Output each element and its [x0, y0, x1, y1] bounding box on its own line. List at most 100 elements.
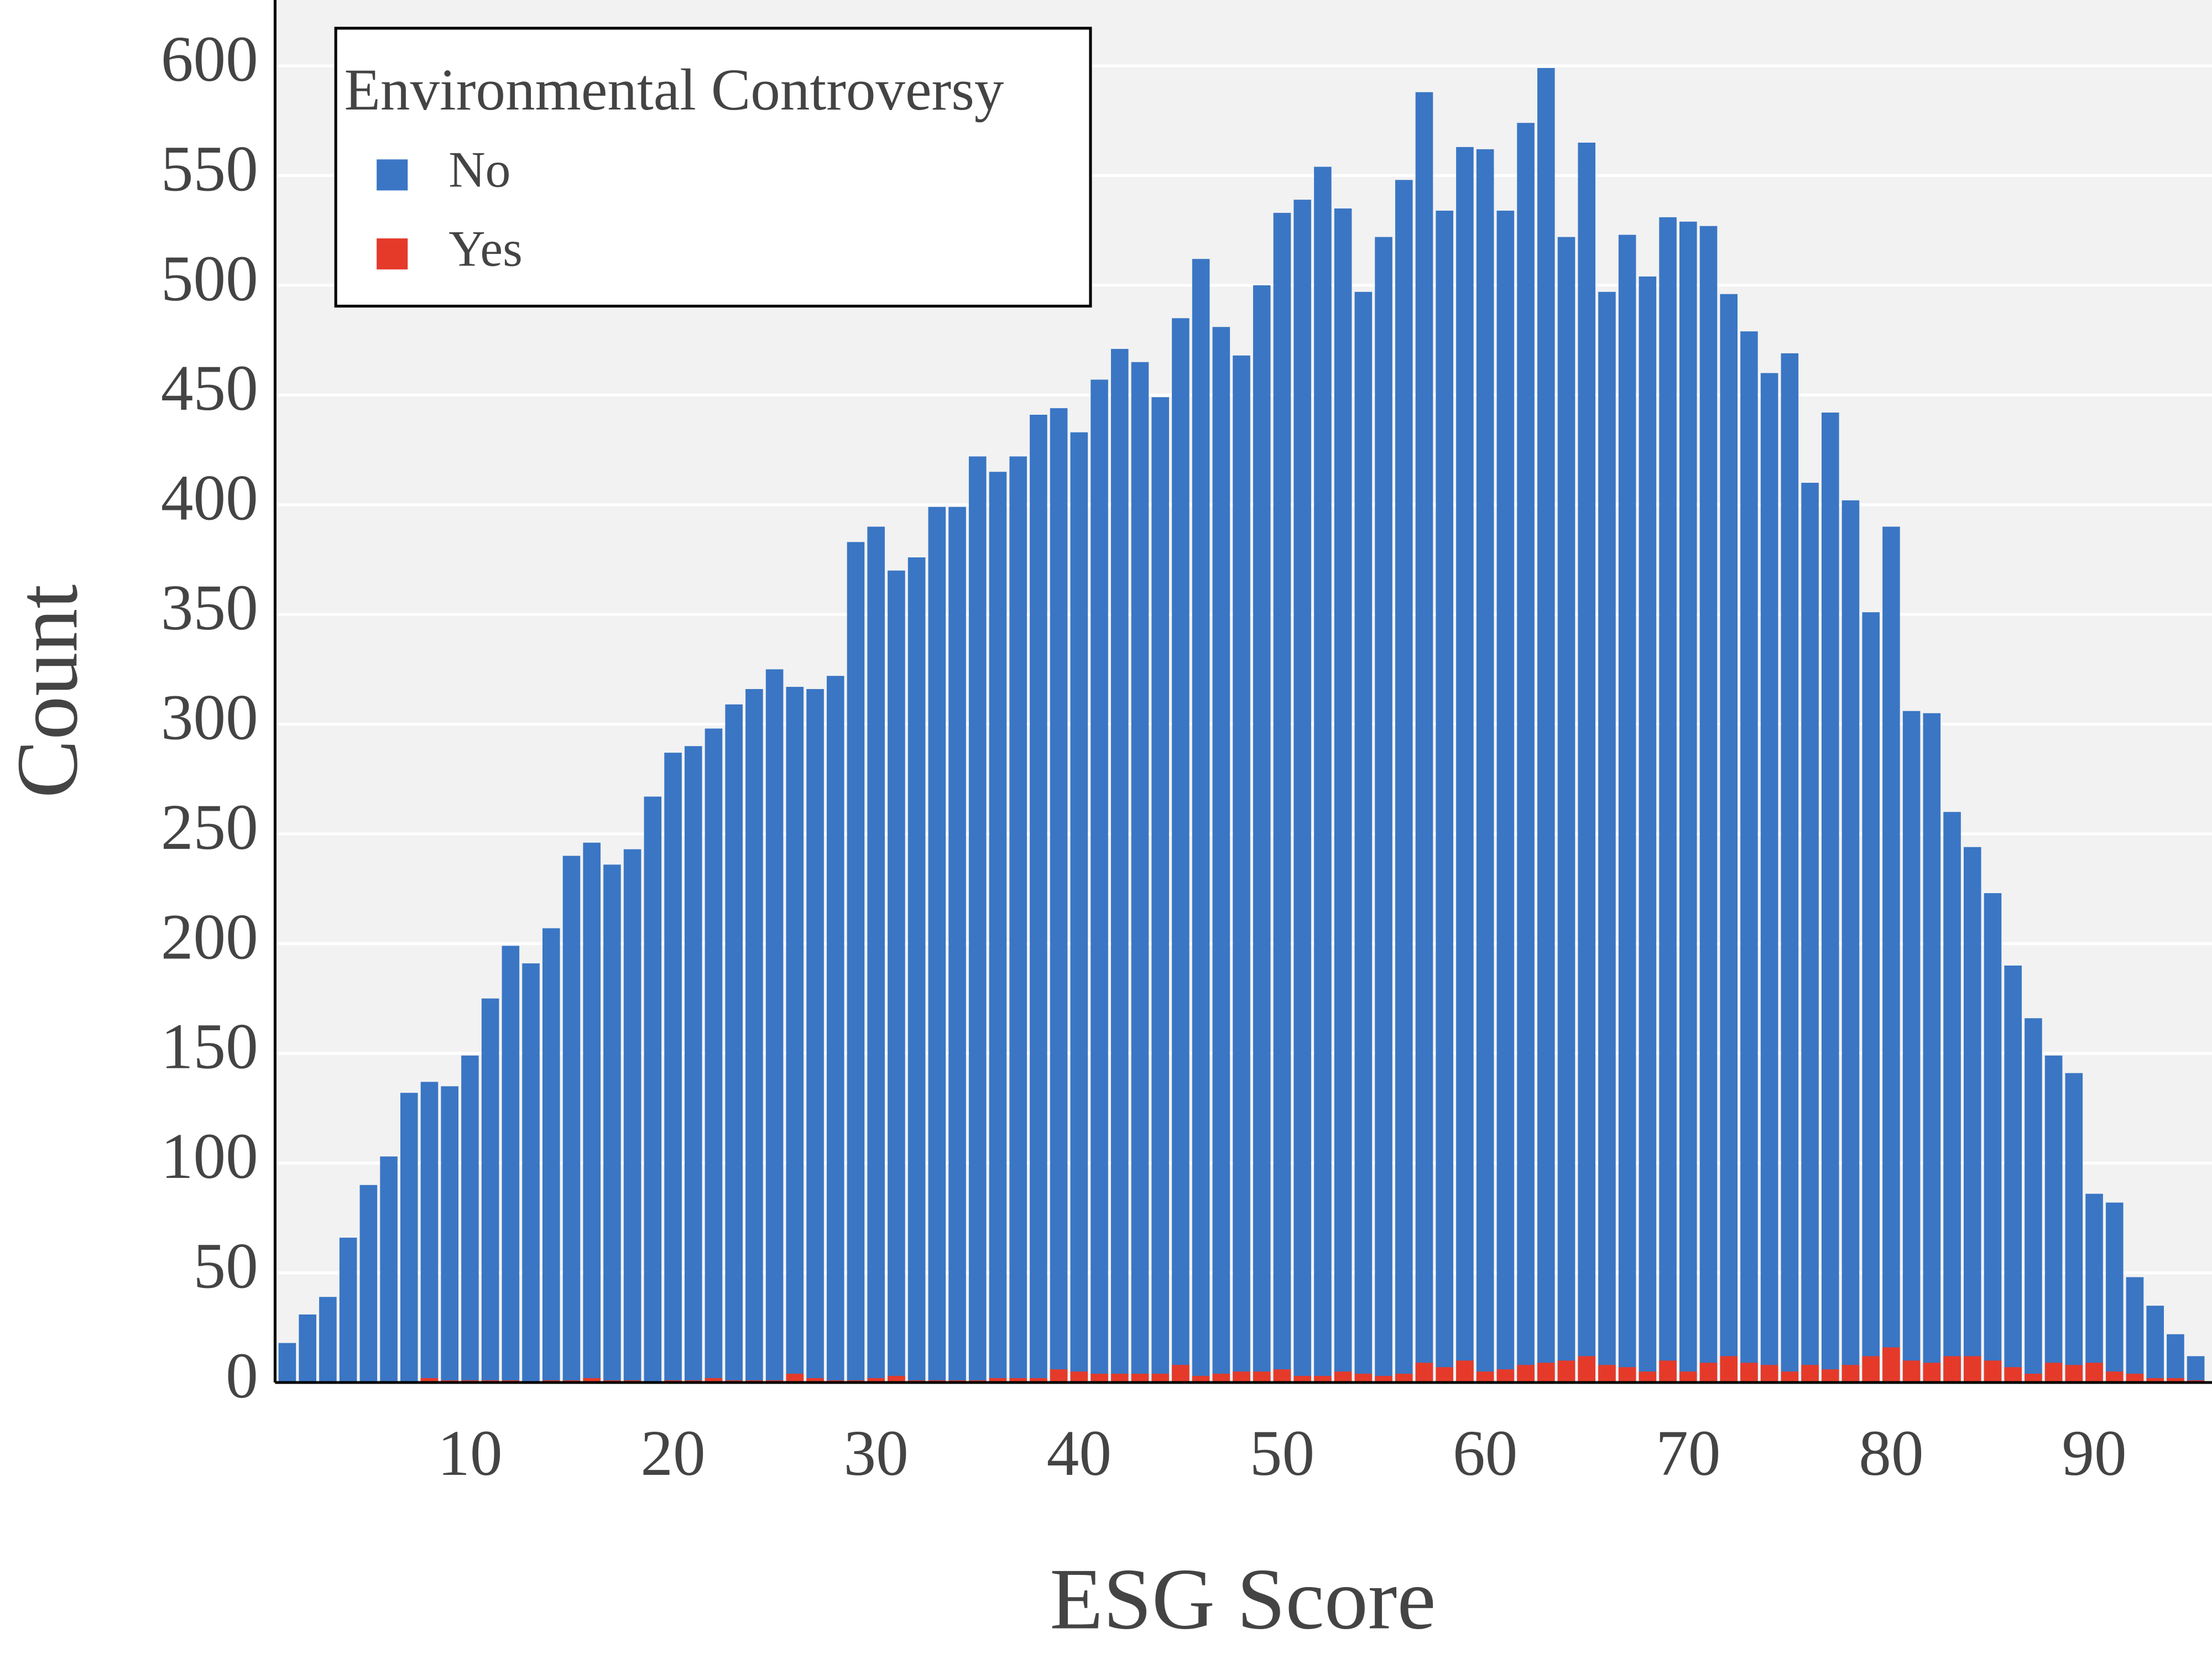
legend-swatch — [377, 238, 408, 270]
bar — [1517, 123, 1535, 1383]
bar — [522, 963, 540, 1383]
bar — [1740, 331, 1758, 1383]
bar — [1415, 92, 1433, 1383]
y-tick-label: 500 — [161, 243, 258, 315]
bar — [1131, 1374, 1149, 1383]
bar — [1618, 1367, 1636, 1383]
x-tick-label: 30 — [844, 1417, 909, 1489]
y-tick-label: 450 — [161, 352, 258, 424]
bar — [1131, 362, 1149, 1383]
y-tick-label: 350 — [161, 572, 258, 644]
bar — [1030, 415, 1047, 1383]
bar — [1192, 259, 1210, 1383]
bar — [928, 507, 946, 1383]
bar — [359, 1185, 378, 1383]
bar — [1537, 1363, 1555, 1383]
bar — [2085, 1193, 2103, 1383]
bar — [1212, 327, 1230, 1383]
bar — [1821, 413, 1839, 1383]
x-tick-label: 50 — [1250, 1417, 1314, 1489]
bar — [888, 570, 905, 1383]
bar — [1110, 348, 1129, 1383]
bar — [1151, 1374, 1169, 1383]
bar — [684, 746, 702, 1383]
bar — [1030, 1378, 1047, 1383]
bar — [1070, 432, 1088, 1383]
y-tick-label: 100 — [161, 1120, 258, 1192]
bar — [1476, 1371, 1494, 1383]
bar — [664, 753, 682, 1383]
bar — [786, 1374, 804, 1383]
bar — [888, 1376, 905, 1383]
bar — [400, 1093, 418, 1383]
bar — [1699, 226, 1718, 1383]
bar — [806, 689, 824, 1383]
bar — [1557, 1360, 1575, 1383]
bar — [1151, 397, 1169, 1383]
bar — [907, 557, 926, 1383]
bar — [2105, 1371, 2124, 1383]
bar — [1984, 1360, 2002, 1383]
bar — [1679, 1371, 1697, 1383]
bar — [299, 1314, 316, 1383]
bar — [1639, 276, 1657, 1383]
bar — [481, 998, 499, 1383]
bar — [1598, 1365, 1616, 1383]
bar — [1009, 1378, 1027, 1383]
y-tick-label: 0 — [226, 1340, 258, 1412]
bar — [1862, 1356, 1880, 1383]
bar — [1273, 212, 1291, 1383]
y-tick-label: 550 — [161, 133, 258, 205]
bar — [2044, 1055, 2063, 1383]
bar — [1334, 208, 1352, 1383]
bar — [1233, 355, 1250, 1383]
bar — [1050, 408, 1068, 1383]
bar — [1902, 1360, 1921, 1383]
bar — [2126, 1374, 2144, 1383]
bar — [745, 689, 763, 1383]
x-tick-label: 70 — [1656, 1417, 1720, 1489]
bar — [2085, 1363, 2103, 1383]
bar — [1273, 1369, 1291, 1383]
bar — [705, 728, 723, 1383]
legend-label: No — [448, 141, 510, 197]
legend: Environmental Controversy No Yes — [334, 27, 1092, 308]
bar — [1212, 1374, 1230, 1383]
bar — [2167, 1334, 2184, 1383]
y-tick-label: 50 — [194, 1230, 258, 1302]
bar — [1354, 1374, 1373, 1383]
bar — [1760, 373, 1778, 1383]
legend-swatch — [377, 159, 408, 191]
bar — [1456, 147, 1474, 1383]
bar — [1699, 1363, 1718, 1383]
bar — [1882, 1347, 1900, 1383]
y-tick-label: 250 — [161, 791, 258, 863]
bar — [1456, 1360, 1474, 1383]
bar — [1253, 1371, 1271, 1383]
bar — [1984, 893, 2002, 1383]
bar — [1943, 1356, 1961, 1383]
x-tick-label: 20 — [640, 1417, 705, 1489]
bar — [2065, 1365, 2083, 1383]
bar — [1760, 1365, 1778, 1383]
bar — [623, 849, 641, 1383]
bar — [1821, 1369, 1839, 1383]
bar — [968, 456, 987, 1383]
bar — [948, 507, 966, 1383]
bar — [1375, 237, 1392, 1383]
bar — [1679, 221, 1697, 1383]
bar — [1395, 1374, 1413, 1383]
bar — [1720, 1356, 1738, 1383]
bar — [1902, 711, 1921, 1383]
bar — [2065, 1073, 2083, 1383]
bar — [1070, 1371, 1088, 1383]
bar — [1110, 1374, 1129, 1383]
bar — [1436, 210, 1453, 1383]
bar — [1192, 1376, 1210, 1383]
bar — [1781, 353, 1799, 1383]
bar — [319, 1297, 337, 1383]
bar — [2187, 1356, 2205, 1383]
bar — [1253, 285, 1271, 1383]
